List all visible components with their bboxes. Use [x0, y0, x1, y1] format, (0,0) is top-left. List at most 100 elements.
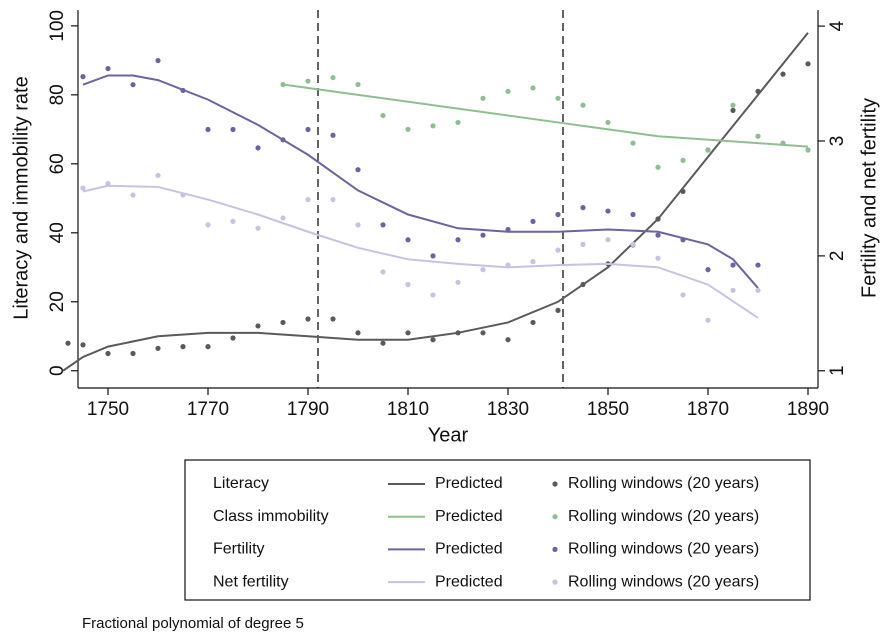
rolling-point: [580, 102, 586, 108]
rolling-point: [205, 126, 211, 133]
y-tick-label: 100: [47, 10, 68, 42]
rolling-point: [455, 237, 461, 243]
rolling-point: [805, 147, 811, 153]
legend-group: Literacy: [213, 475, 269, 492]
rolling-point: [230, 218, 236, 225]
rolling-point: [530, 319, 536, 326]
rolling-point: [405, 330, 411, 336]
rolling-point: [230, 335, 236, 341]
rolling-point: [730, 102, 736, 108]
y2-axis-title: Fertility and net fertility: [858, 98, 880, 298]
y-tick-label: 80: [47, 84, 68, 105]
rolling-point: [505, 88, 511, 94]
rolling-point: [655, 255, 661, 261]
rolling-point: [280, 137, 286, 143]
rolling-point: [330, 316, 336, 322]
rolling-point: [280, 215, 286, 221]
rolling-point: [780, 71, 786, 77]
rolling-point: [655, 232, 661, 238]
rolling-point: [80, 74, 86, 80]
y-tick-label: 60: [47, 153, 68, 174]
rolling-point: [430, 253, 436, 259]
rolling-point: [730, 262, 736, 268]
rolling-point: [380, 112, 386, 119]
rolling-point: [505, 226, 511, 233]
rolling-point: [730, 287, 736, 293]
rolling-point: [505, 262, 511, 268]
rolling-point: [705, 267, 711, 273]
legend-group: Net fertility: [213, 573, 289, 590]
rolling-point: [530, 85, 536, 91]
rolling-point: [755, 133, 761, 139]
legend-label: Predicted: [435, 508, 503, 525]
legend-box: [184, 459, 811, 601]
rolling-point: [280, 319, 286, 326]
y2-tick-label: 2: [827, 251, 848, 262]
legend-dot: [552, 546, 558, 553]
rolling-point: [405, 237, 411, 243]
rolling-point: [630, 211, 636, 218]
note: Fractional polynomial of degree 5: [82, 615, 304, 632]
rolling-point: [355, 167, 361, 173]
rolling-point: [255, 323, 261, 329]
rolling-point: [405, 281, 411, 288]
x-tick-label: 1890: [787, 399, 829, 420]
legend-label: Rolling windows (20 years): [568, 475, 759, 492]
rolling-point: [755, 262, 761, 268]
rolling-point: [580, 241, 586, 247]
x-tick-label: 1790: [287, 399, 329, 420]
predicted-line: [82, 184, 759, 319]
rolling-point: [255, 145, 261, 151]
rolling-point: [430, 337, 436, 343]
x-tick-label: 1810: [387, 399, 429, 420]
rolling-point: [530, 259, 536, 265]
rolling-point: [205, 222, 211, 228]
y-tick-label: 40: [47, 222, 68, 243]
predicted-line: [62, 32, 809, 372]
x-tick-label: 1870: [687, 399, 729, 420]
rolling-point: [330, 132, 336, 138]
predicted-line: [282, 83, 809, 148]
rolling-point: [65, 340, 71, 346]
rolling-point: [205, 344, 211, 350]
rolling-point: [730, 107, 736, 113]
x-axis-title: Year: [428, 424, 469, 446]
rolling-point: [480, 95, 486, 101]
rolling-point: [680, 292, 686, 298]
rolling-point: [580, 281, 586, 288]
legend-label: Rolling windows (20 years): [568, 508, 759, 525]
rolling-point: [330, 196, 336, 203]
rolling-point: [580, 205, 586, 211]
rolling-point: [680, 188, 686, 195]
rolling-point: [230, 126, 236, 133]
rolling-point: [780, 140, 786, 146]
rolling-point: [430, 292, 436, 298]
rolling-point: [555, 247, 561, 253]
rolling-point: [305, 196, 311, 203]
rolling-point: [130, 82, 136, 88]
rolling-point: [155, 57, 161, 64]
rolling-point: [680, 237, 686, 243]
rolling-point: [630, 140, 636, 146]
rolling-point: [655, 164, 661, 170]
rolling-point: [555, 307, 561, 313]
legend-dot: [552, 579, 558, 585]
rolling-point: [480, 232, 486, 238]
rolling-point: [480, 330, 486, 336]
rolling-point: [155, 172, 161, 179]
y2-tick-label: 4: [827, 20, 848, 31]
rolling-point: [755, 287, 761, 293]
rolling-point: [705, 317, 711, 323]
rolling-point: [555, 95, 561, 101]
rolling-point: [455, 279, 461, 285]
y2-tick-label: 3: [827, 136, 848, 147]
rolling-point: [605, 119, 611, 126]
rolling-point: [330, 74, 336, 81]
rolling-point: [80, 342, 86, 348]
rolling-point: [105, 350, 111, 357]
rolling-point: [455, 330, 461, 336]
x-tick-label: 1850: [587, 399, 629, 420]
rolling-point: [355, 222, 361, 228]
rolling-point: [255, 225, 261, 231]
